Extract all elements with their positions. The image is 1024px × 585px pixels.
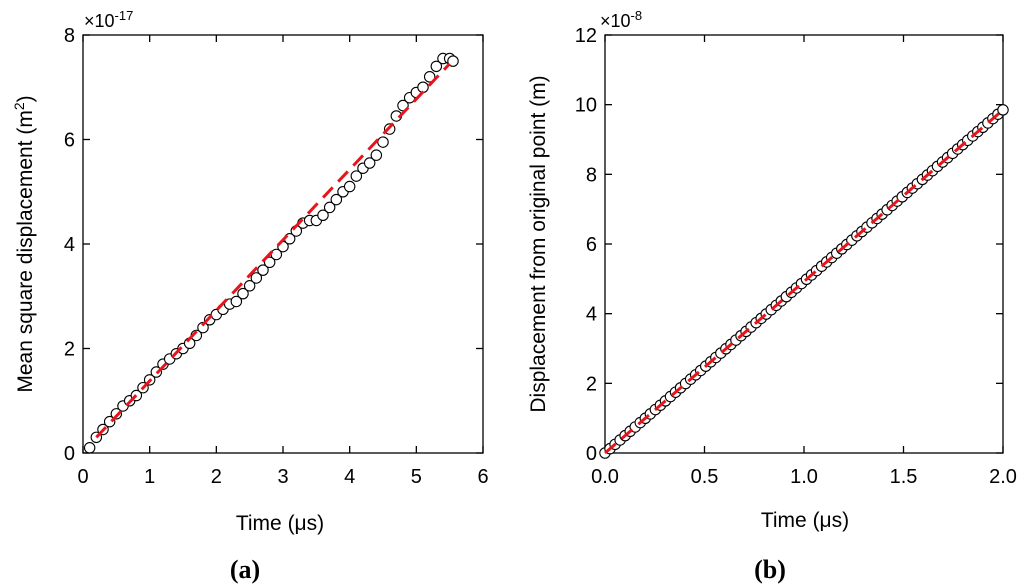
panel-b-x-axis-title: Time (μs) <box>761 509 849 532</box>
panel-a-y-tick-label: 4 <box>64 234 75 256</box>
panel-a-x-tick-label: 1 <box>144 466 155 488</box>
panel-a-label: (a) <box>230 555 260 584</box>
panel-a-data-point <box>430 60 443 73</box>
panel-a-x-tick-label: 2 <box>211 466 222 488</box>
panel-a-x-tick-label: 5 <box>411 466 422 488</box>
panel-a-data-point <box>377 136 389 148</box>
panel-b-y-axis-title: Displacement from original point (m) <box>527 75 550 412</box>
panel-a-data-point <box>83 442 96 454</box>
panel-b-y-tick-label: 0 <box>586 443 597 465</box>
panel-a-data-point <box>257 264 269 276</box>
panel-b: 0.0 0.5 1.0 1.5 2.0 0 2 4 6 8 10 12 ×10-8 Time (μs)… <box>527 8 1017 584</box>
panel-a-fit-line <box>95 62 451 439</box>
panel-b-y-multiplier: ×10-8 <box>600 8 642 31</box>
panel-b-y-tick-label: 8 <box>586 164 597 186</box>
panel-a-x-axis-title: Time (μs) <box>236 512 324 535</box>
panel-a: 0 1 2 3 4 5 6 0 2 4 6 8 ×10-17 Time (μs) Mean squar… <box>11 8 489 584</box>
panel-a-data-point <box>370 149 383 161</box>
panel-b-x-tick-label: 0.0 <box>591 466 619 488</box>
panel-b-y-tick-label: 4 <box>586 304 597 326</box>
panel-a-data-point <box>243 280 256 292</box>
panel-a-y-axis-title: Mean square displacement (m2) <box>11 95 37 392</box>
panel-a-data-point <box>323 201 336 214</box>
panel-b-y-tick-label: 2 <box>586 373 597 395</box>
panel-b-ticks: 0.0 0.5 1.0 1.5 2.0 0 2 4 6 8 10 12 <box>575 25 1017 488</box>
panel-b-x-tick-label: 1.0 <box>790 466 818 488</box>
panel-a-data-point <box>417 81 429 94</box>
panel-b-y-tick-label: 12 <box>575 25 597 47</box>
panel-a-fit-line-segment <box>95 62 451 439</box>
panel-b-y-tick-label: 10 <box>575 95 597 117</box>
panel-a-x-tick-label: 4 <box>344 466 355 488</box>
panel-a-y-multiplier: ×10-17 <box>84 8 133 31</box>
panel-a-y-tick-label: 2 <box>64 339 75 361</box>
panel-a-data-point <box>237 287 249 300</box>
panel-a-data-point <box>250 272 263 284</box>
panel-b-x-tick-label: 1.5 <box>890 466 918 488</box>
panel-a-data-point <box>343 180 356 193</box>
panel-a-y-tick-label: 0 <box>64 443 75 465</box>
panel-a-y-tick-label: 8 <box>64 25 75 47</box>
panel-a-data-point <box>110 408 123 420</box>
panel-a-x-tick-label: 3 <box>277 466 288 488</box>
panel-a-y-tick-label: 6 <box>64 130 75 152</box>
panel-b-x-tick-label: 0.5 <box>691 466 719 488</box>
panel-a-data-point <box>230 295 243 308</box>
panel-b-label: (b) <box>754 555 786 584</box>
panel-a-x-tick-label: 0 <box>77 466 88 488</box>
panel-a-data-point <box>350 170 363 182</box>
panel-a-ticks: 0 1 2 3 4 5 6 0 2 4 6 8 <box>64 25 489 488</box>
panel-b-plot-frame <box>604 34 1004 454</box>
panel-b-y-tick-label: 6 <box>586 234 597 256</box>
panel-b-x-tick-label: 2.0 <box>989 466 1017 488</box>
panel-b-data-point <box>997 104 1009 116</box>
panel-a-data-point <box>447 55 459 67</box>
panel-a-data-point <box>363 157 376 169</box>
panel-a-x-tick-label: 6 <box>477 466 488 488</box>
panel-a-data-point <box>397 99 409 112</box>
panel-a-data-point <box>330 193 343 206</box>
panel-a-data-point <box>423 71 436 83</box>
panel-a-data-point <box>263 256 276 269</box>
panel-a-data-point <box>317 209 329 222</box>
